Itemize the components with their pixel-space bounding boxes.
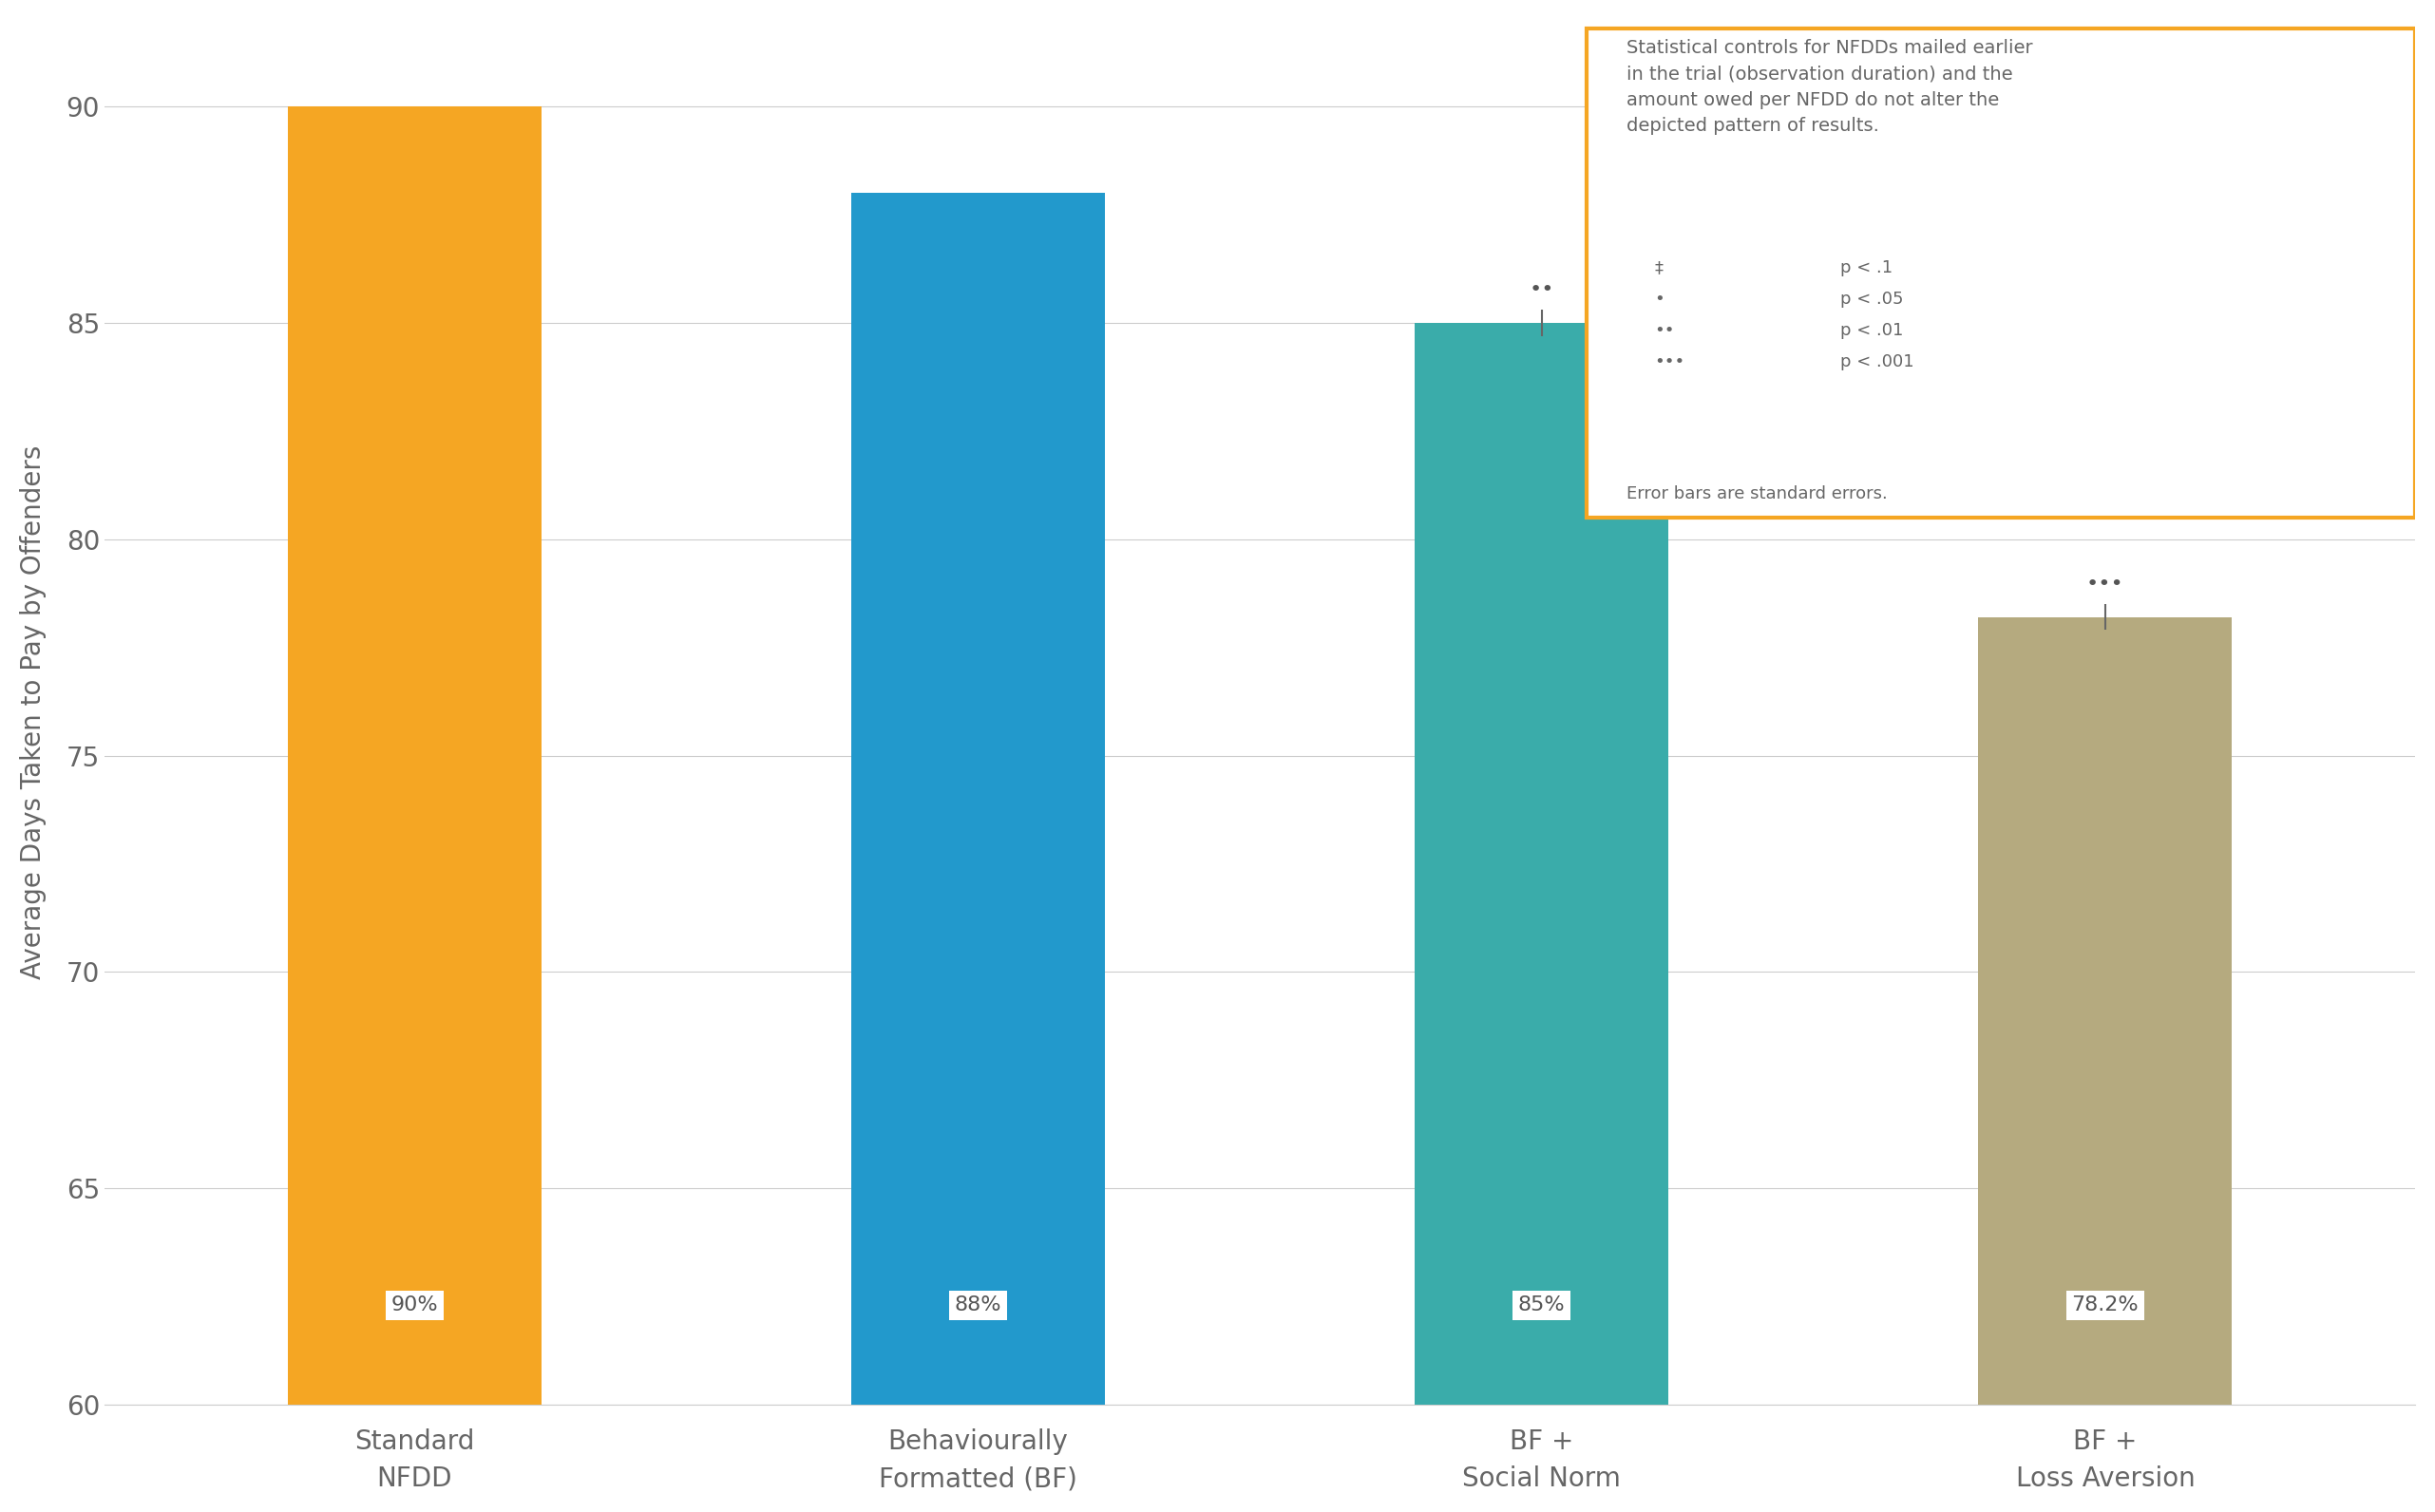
- Text: 88%: 88%: [955, 1296, 1001, 1315]
- Text: •: •: [1653, 290, 1666, 308]
- Text: 78.2%: 78.2%: [2072, 1296, 2138, 1315]
- FancyBboxPatch shape: [1588, 29, 2416, 517]
- Text: •••: •••: [1653, 354, 1685, 370]
- Text: Error bars are standard errors.: Error bars are standard errors.: [1627, 485, 1887, 502]
- Text: •••: •••: [2087, 575, 2123, 593]
- Bar: [287, 106, 541, 1405]
- Text: 90%: 90%: [392, 1296, 438, 1315]
- Text: ••: ••: [1653, 322, 1675, 339]
- Text: ‡: ‡: [1653, 260, 1663, 277]
- Bar: [852, 194, 1105, 1405]
- Text: p < .001: p < .001: [1841, 354, 1914, 370]
- Text: p < .1: p < .1: [1841, 260, 1892, 277]
- Text: 85%: 85%: [1517, 1296, 1566, 1315]
- Text: Statistical controls for NFDDs mailed earlier
in the trial (observation duration: Statistical controls for NFDDs mailed ea…: [1627, 39, 2033, 135]
- Y-axis label: Average Days Taken to Pay by Offenders: Average Days Taken to Pay by Offenders: [19, 445, 46, 980]
- Text: p < .05: p < .05: [1841, 290, 1904, 308]
- Text: p < .01: p < .01: [1841, 322, 1904, 339]
- Bar: [1415, 322, 1668, 1405]
- Bar: [1977, 617, 2233, 1405]
- Text: ••: ••: [1529, 280, 1554, 299]
